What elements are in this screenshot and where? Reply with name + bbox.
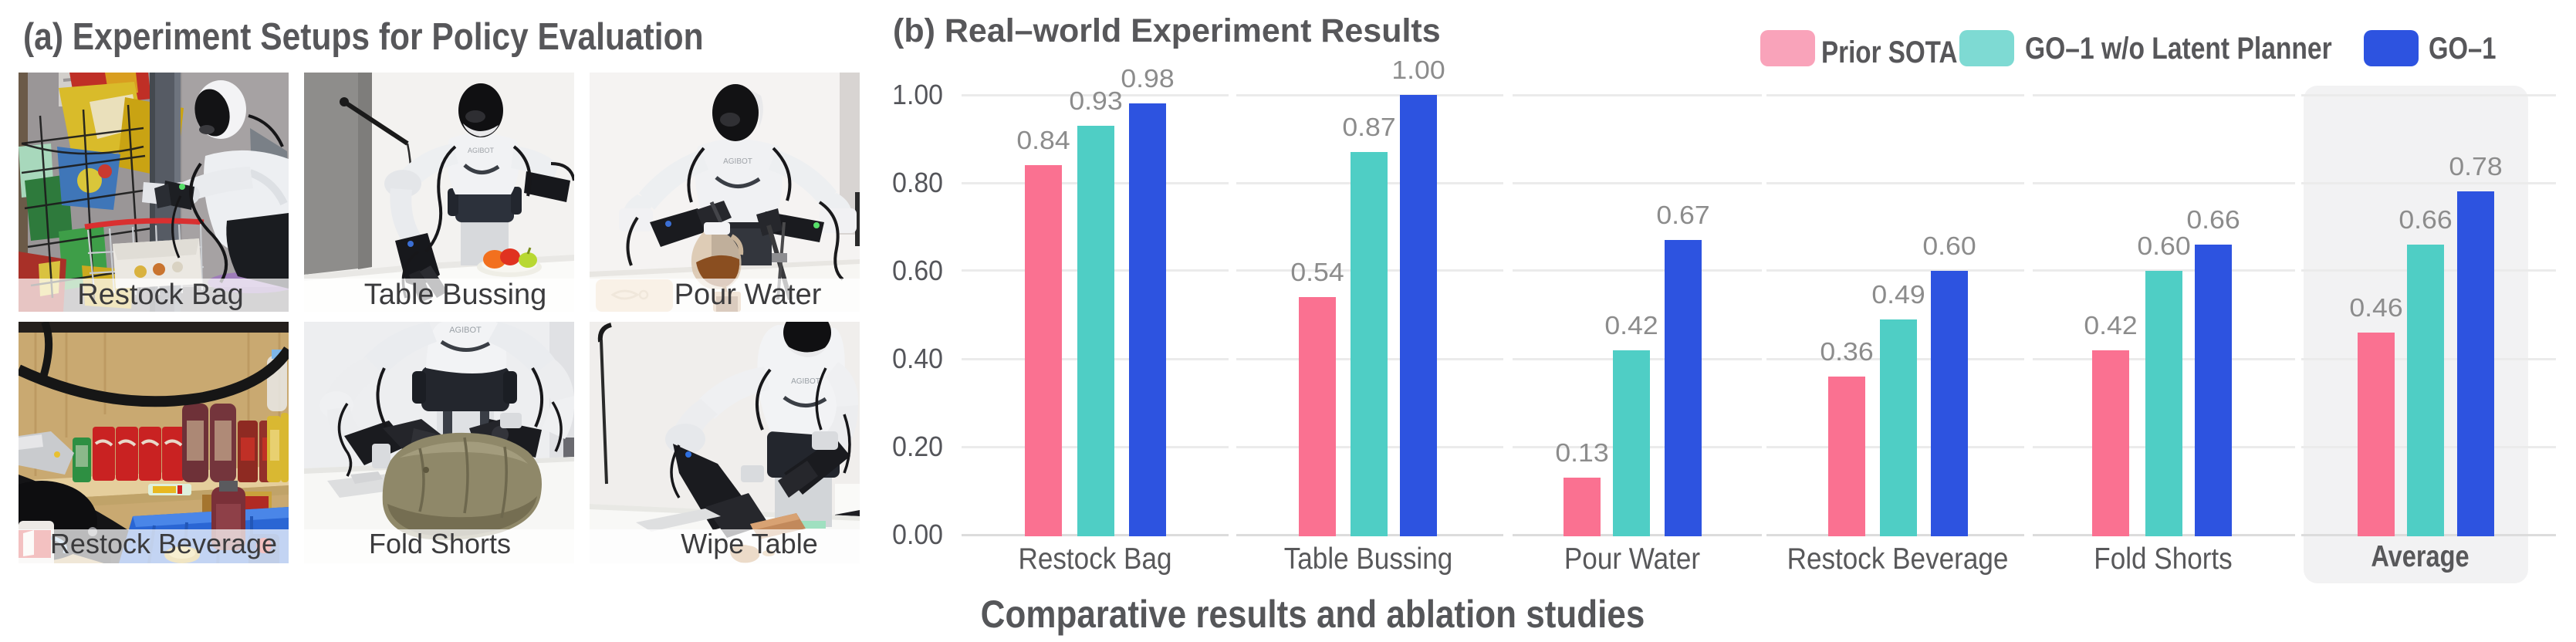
svg-text:AGIBOT: AGIBOT bbox=[468, 147, 495, 154]
svg-text:AGIBOT: AGIBOT bbox=[723, 157, 752, 166]
svg-text:AGIBOT: AGIBOT bbox=[791, 377, 820, 386]
svg-text:AGIBOT: AGIBOT bbox=[449, 326, 482, 335]
